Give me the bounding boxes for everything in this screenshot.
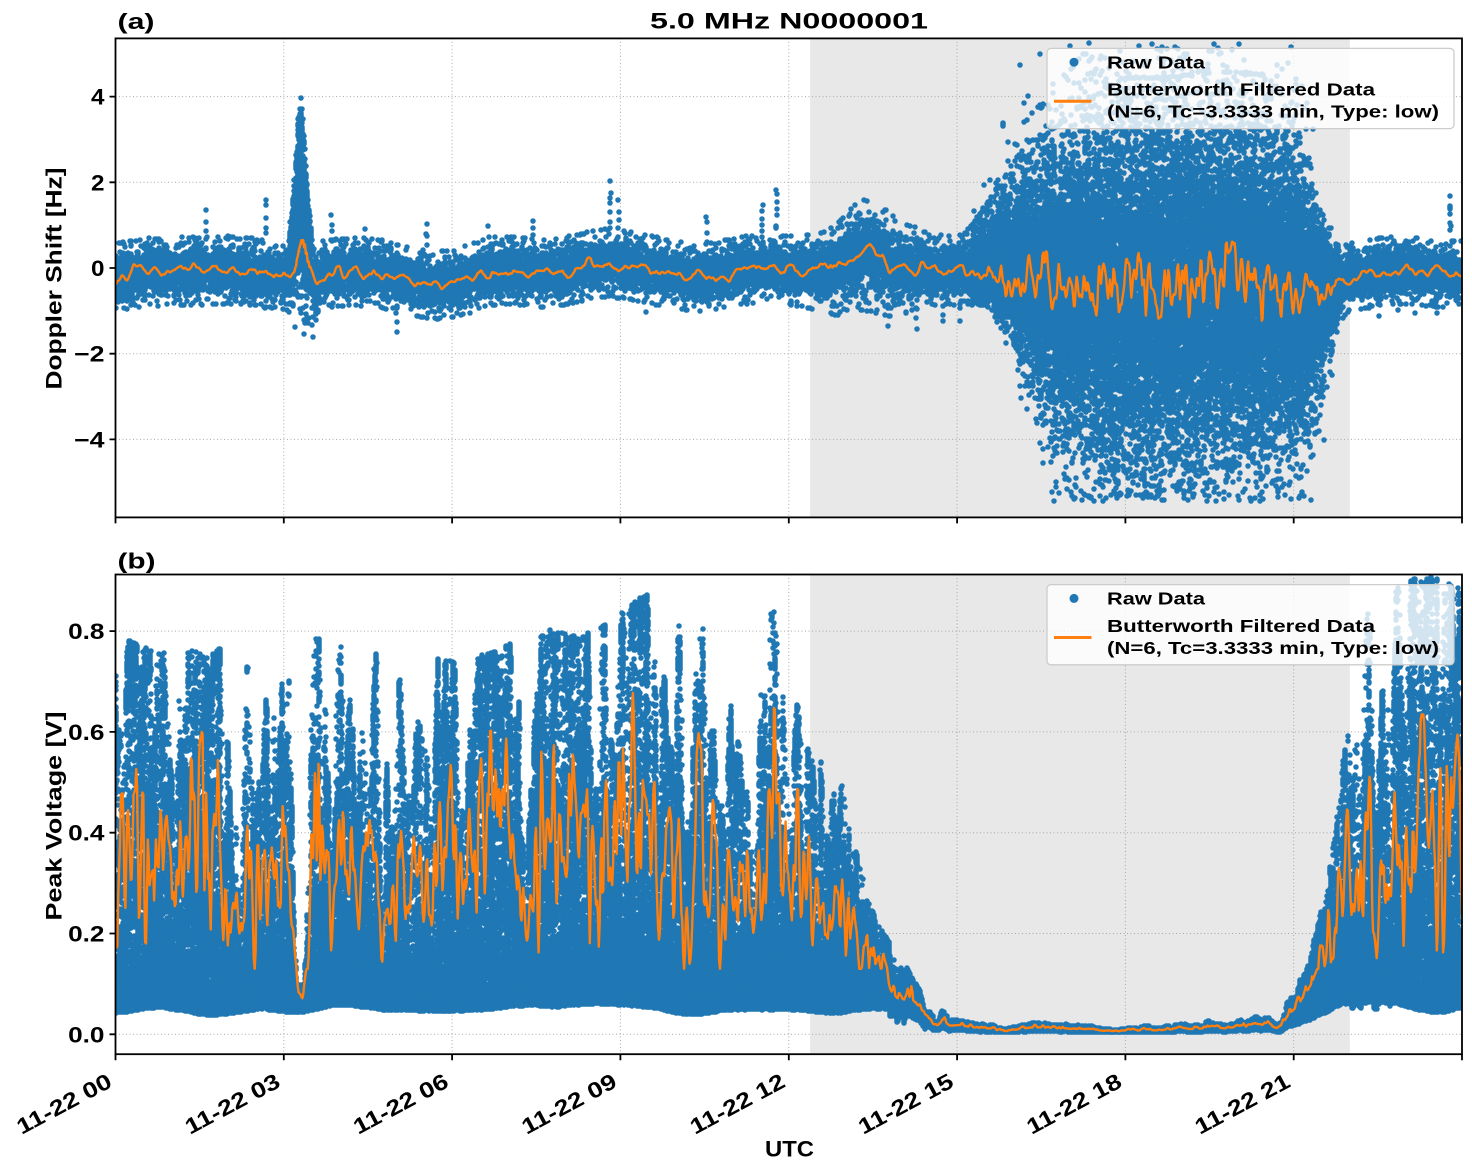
svg-text:Butterworth Filtered Data: Butterworth Filtered Data — [1107, 616, 1375, 636]
svg-text:(N=6, Tc=3.3333 min, Type: low: (N=6, Tc=3.3333 min, Type: low) — [1107, 102, 1439, 122]
svg-text:−4: −4 — [74, 427, 105, 452]
svg-text:(a): (a) — [118, 9, 155, 34]
svg-text:0.8: 0.8 — [68, 619, 104, 644]
svg-text:Raw Data: Raw Data — [1107, 52, 1205, 72]
svg-text:0.0: 0.0 — [68, 1022, 104, 1047]
svg-text:Doppler Shift [Hz]: Doppler Shift [Hz] — [42, 168, 67, 390]
svg-text:(N=6, Tc=3.3333 min, Type: low: (N=6, Tc=3.3333 min, Type: low) — [1107, 638, 1439, 658]
svg-text:Raw Data: Raw Data — [1107, 589, 1205, 609]
svg-text:0.4: 0.4 — [68, 821, 105, 846]
svg-text:0: 0 — [91, 256, 105, 281]
svg-text:2: 2 — [91, 170, 105, 195]
svg-text:Butterworth Filtered Data: Butterworth Filtered Data — [1107, 80, 1375, 100]
svg-text:0.2: 0.2 — [68, 922, 104, 947]
svg-text:4: 4 — [91, 85, 105, 110]
svg-text:0.6: 0.6 — [68, 720, 104, 745]
svg-text:Peak Voltage [V]: Peak Voltage [V] — [42, 712, 67, 921]
svg-text:−2: −2 — [74, 342, 105, 367]
svg-text:UTC: UTC — [765, 1137, 814, 1162]
svg-text:(b): (b) — [118, 549, 156, 574]
svg-text:5.0 MHz N0000001: 5.0 MHz N0000001 — [650, 9, 928, 34]
